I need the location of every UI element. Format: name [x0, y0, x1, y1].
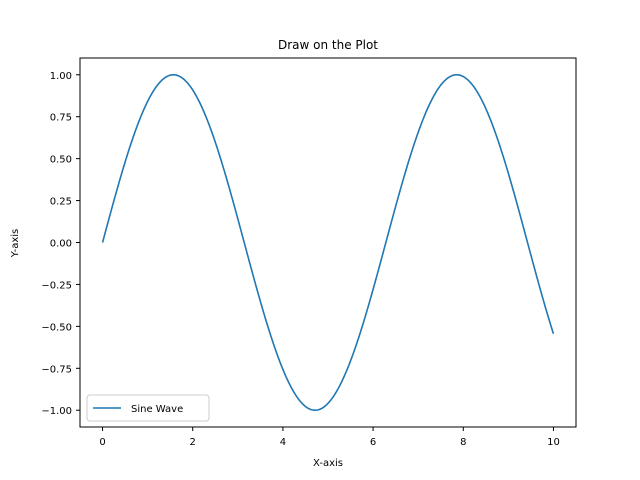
x-tick-label: 0 [99, 437, 105, 448]
y-tick-label: 1.00 [50, 71, 72, 82]
legend: Sine Wave [86, 394, 210, 422]
sine-wave-line [101, 73, 555, 412]
x-tick-label: 4 [280, 437, 286, 448]
x-axis-label: X-axis [313, 458, 343, 469]
y-axis-ticks: 1.00 0.75 0.50 0.25 0.00 −0.25 −0.50 −0.75 −1.00 [41, 71, 80, 417]
x-tick-label: 2 [190, 437, 196, 448]
y-tick-label: 0.75 [50, 113, 72, 124]
y-axis-label: Y-axis [10, 229, 21, 259]
x-tick-label: 10 [547, 437, 560, 448]
y-tick-label: −0.75 [41, 364, 72, 375]
y-tick-label: 0.25 [50, 197, 72, 208]
plot-area [79, 57, 577, 428]
legend-label-sine-wave: Sine Wave [131, 404, 183, 415]
y-tick-label: −1.00 [41, 406, 72, 417]
chart-title: Draw on the Plot [278, 38, 378, 52]
y-tick-label: 0.00 [50, 239, 72, 250]
x-tick-label: 6 [370, 437, 376, 448]
x-axis-ticks: 0 2 4 6 8 10 [99, 427, 560, 448]
legend-box [86, 394, 210, 422]
y-tick-label: −0.50 [41, 322, 72, 333]
y-tick-label: −0.25 [41, 280, 72, 291]
y-tick-label: 0.50 [50, 155, 72, 166]
x-tick-label: 8 [460, 437, 466, 448]
